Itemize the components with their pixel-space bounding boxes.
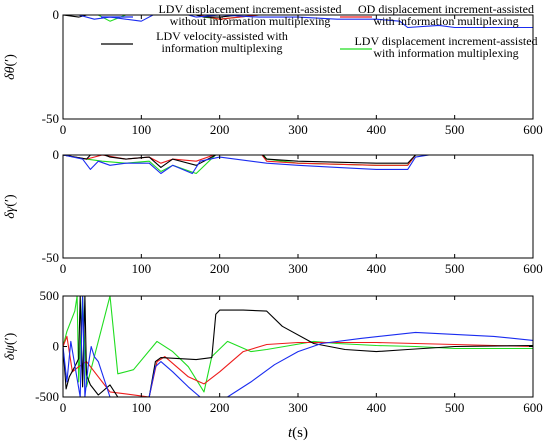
panel-3-xtick-label-4: 400 [367, 400, 387, 415]
panel-2-xtick-label-6: 600 [523, 261, 543, 276]
panel-3-black-line [63, 296, 533, 397]
legend-entry-3-text-2: information multiplexing [162, 41, 283, 55]
panel-1-xtick-label-5: 500 [445, 122, 465, 137]
panel-2-frame [62, 154, 534, 259]
panel-3-ytick-label-1: 0 [53, 339, 60, 354]
panel-2-ytick-label-1: -50 [42, 250, 59, 265]
panel-2-xtick-label-1: 100 [132, 261, 152, 276]
panel-3-xtick-label-5: 500 [445, 400, 465, 415]
panel-2-xtick-label-2: 200 [210, 261, 230, 276]
legend-entry-4: LDV displacement increment-assistedwith … [340, 34, 538, 60]
panel-3-ytick-label-0: 500 [40, 288, 60, 303]
panel-3-xtick-label-1: 100 [132, 400, 152, 415]
panel-1-frame [62, 14, 534, 120]
panel-1-xtick-label-0: 0 [60, 122, 67, 137]
legend-entry-2-text-2: with information multiplexing [373, 14, 518, 28]
svg-text:t(s): t(s) [288, 425, 308, 441]
panel-1-xtick-label-6: 600 [523, 122, 543, 137]
panel-3-xtick-label-6: 600 [523, 400, 543, 415]
panel-3-series [63, 296, 533, 397]
panel-2-series [63, 155, 533, 175]
x-axis-label-unit: (s) [292, 425, 308, 441]
legend-entry-4-text-2: with information multiplexing [373, 46, 518, 60]
panel-1-xtick-label-3: 300 [288, 122, 308, 137]
panel-2-y-axis-label: δγ(′) [3, 194, 18, 219]
x-axis-label-variable: t [288, 425, 293, 441]
panel-3-blue-line [63, 296, 533, 397]
panel-3-green-line [63, 296, 533, 393]
panel-2-blue-line [63, 155, 533, 175]
panel-2-xtick-label-0: 0 [60, 261, 67, 276]
panel-3-ytick-label-2: -500 [35, 389, 59, 404]
legend-entry-1-text-1: LDV displacement increment-assisted [158, 2, 341, 16]
panel-1-xtick-label-1: 100 [132, 122, 152, 137]
panel-2-ytick-label-0: 0 [53, 147, 60, 162]
panel-2-black-line [63, 155, 420, 168]
legend-entry-2-text-1: OD displacement increment-assisted [358, 2, 534, 16]
panel-2-xtick-label-5: 500 [445, 261, 465, 276]
x-axis-label: t(s) [288, 425, 308, 441]
panel-3-xtick-label-0: 0 [60, 400, 67, 415]
panel-1-xtick-label-4: 400 [367, 122, 387, 137]
legend-entry-4-text-1: LDV displacement increment-assisted [354, 34, 537, 48]
legend: LDV displacement increment-assistedwitho… [101, 2, 538, 60]
panel-3-xtick-label-2: 200 [210, 400, 230, 415]
panel-1-ytick-label-0: 0 [53, 7, 60, 22]
panel-3-y-axis-label: δψ(′) [3, 332, 18, 360]
panel-3-xtick-label-3: 300 [288, 400, 308, 415]
panel-3-red-line [63, 335, 533, 397]
panel-2-xtick-label-3: 300 [288, 261, 308, 276]
panel-2-xtick-label-4: 400 [367, 261, 387, 276]
legend-entry-1-text-2: without information multiplexing [170, 14, 331, 28]
legend-entry-1: LDV displacement increment-assistedwitho… [101, 2, 342, 28]
legend-entry-3-text-1: LDV velocity-assisted with [156, 29, 288, 43]
panel-1-y-axis-label: δθ(′) [3, 54, 18, 80]
panel-1-xtick-label-2: 200 [210, 122, 230, 137]
panel-1-ytick-label-1: -50 [42, 111, 59, 126]
